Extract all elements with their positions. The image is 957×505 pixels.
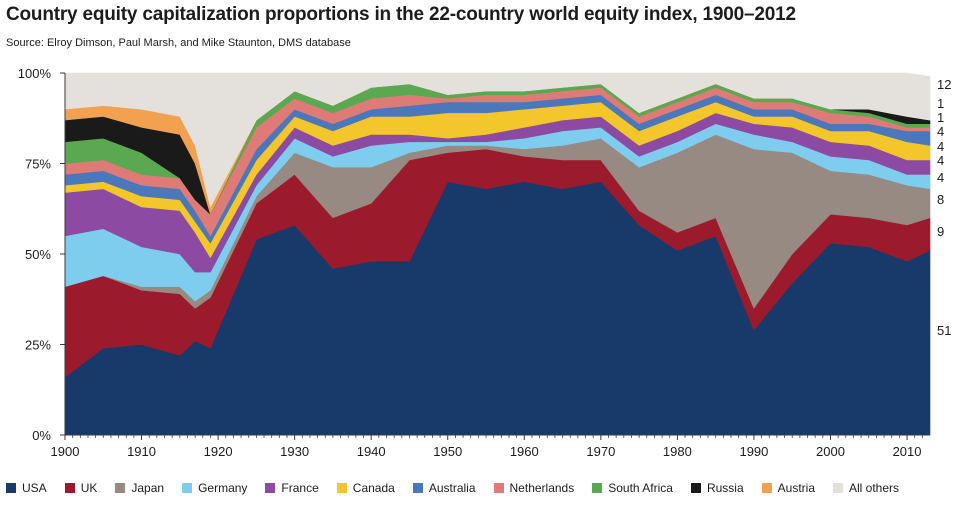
end-share-label: 4 <box>937 153 944 168</box>
chart-title: Country equity capitalization proportion… <box>6 4 796 25</box>
x-tick-label: 1980 <box>663 444 692 459</box>
x-tick-label: 1910 <box>127 444 156 459</box>
legend-swatch <box>761 483 772 493</box>
end-share-label: 4 <box>937 124 944 139</box>
legend-label: Canada <box>352 481 395 495</box>
y-tick-label: 0% <box>32 428 51 443</box>
legend-swatch <box>265 483 276 493</box>
end-share-label: 1 <box>937 110 944 125</box>
legend-item-canada: Canada <box>336 481 395 495</box>
x-tick-label: 2010 <box>893 444 922 459</box>
legend-swatch <box>6 483 16 493</box>
legend-item-france: France <box>265 481 319 495</box>
legend-swatch <box>412 483 423 493</box>
legend-label: Russia <box>706 481 744 495</box>
legend-label: USA <box>22 481 47 495</box>
chart-subtitle: Source: Elroy Dimson, Paul Marsh, and Mi… <box>6 37 351 49</box>
legend-swatch <box>64 483 75 493</box>
end-share-label: 1 <box>937 96 944 111</box>
legend-item-australia: Australia <box>412 481 476 495</box>
x-tick-label: 1970 <box>586 444 615 459</box>
x-tick-label: 1950 <box>433 444 462 459</box>
end-share-label: 12 <box>937 77 951 92</box>
legend-item-south-africa: South Africa <box>592 481 673 495</box>
legend-item-austria: Austria <box>761 481 815 495</box>
y-tick-label: 25% <box>25 338 51 353</box>
legend-label: All others <box>849 481 900 495</box>
x-tick-label: 1960 <box>510 444 539 459</box>
stacked-area-chart: 0% 25% 50% 75% 100% 1900 1910 1920 1930 1940 1950 1… <box>18 66 952 459</box>
legend-swatch <box>493 483 504 493</box>
legend-label: Germany <box>198 481 248 495</box>
legend-swatch <box>833 483 843 493</box>
legend-swatch <box>592 483 603 493</box>
legend-swatch <box>336 483 347 493</box>
legend-label: UK <box>80 481 98 495</box>
legend-item-all-others: All others <box>833 481 899 495</box>
x-tick-label: 1920 <box>204 444 233 459</box>
legend-label: South Africa <box>608 481 673 495</box>
end-share-label: 8 <box>937 192 944 207</box>
legend-swatch <box>115 483 126 493</box>
legend-item-russia: Russia <box>690 481 744 495</box>
x-tick-label: 2000 <box>816 444 845 459</box>
legend-item-germany: Germany <box>182 481 247 495</box>
series-area-all-others <box>64 72 931 208</box>
legend-label: France <box>281 481 319 495</box>
legend-label: Austria <box>777 481 815 495</box>
legend-item-uk: UK <box>64 481 98 495</box>
legend-label: Netherlands <box>509 481 575 495</box>
end-share-label: 4 <box>937 170 944 185</box>
x-tick-label: 1940 <box>357 444 386 459</box>
legend-item-japan: Japan <box>115 481 164 495</box>
end-share-label: 9 <box>937 224 944 239</box>
x-tick-label: 1900 <box>51 444 80 459</box>
y-tick-label: 50% <box>25 247 51 262</box>
chart-legend: USA UK Japan Germany France Canada Australia Ne… <box>6 479 917 497</box>
end-share-label: 51 <box>937 323 951 338</box>
legend-label: Australia <box>428 481 476 495</box>
legend-swatch <box>182 483 193 493</box>
x-tick-label: 1990 <box>739 444 768 459</box>
end-share-label: 4 <box>937 139 944 154</box>
legend-item-usa: USA <box>6 481 47 495</box>
y-tick-label: 75% <box>25 157 51 172</box>
y-tick-label: 100% <box>18 66 52 81</box>
legend-item-netherlands: Netherlands <box>493 481 575 495</box>
legend-swatch <box>690 483 701 493</box>
x-tick-label: 1930 <box>280 444 309 459</box>
legend-label: Japan <box>131 481 165 495</box>
